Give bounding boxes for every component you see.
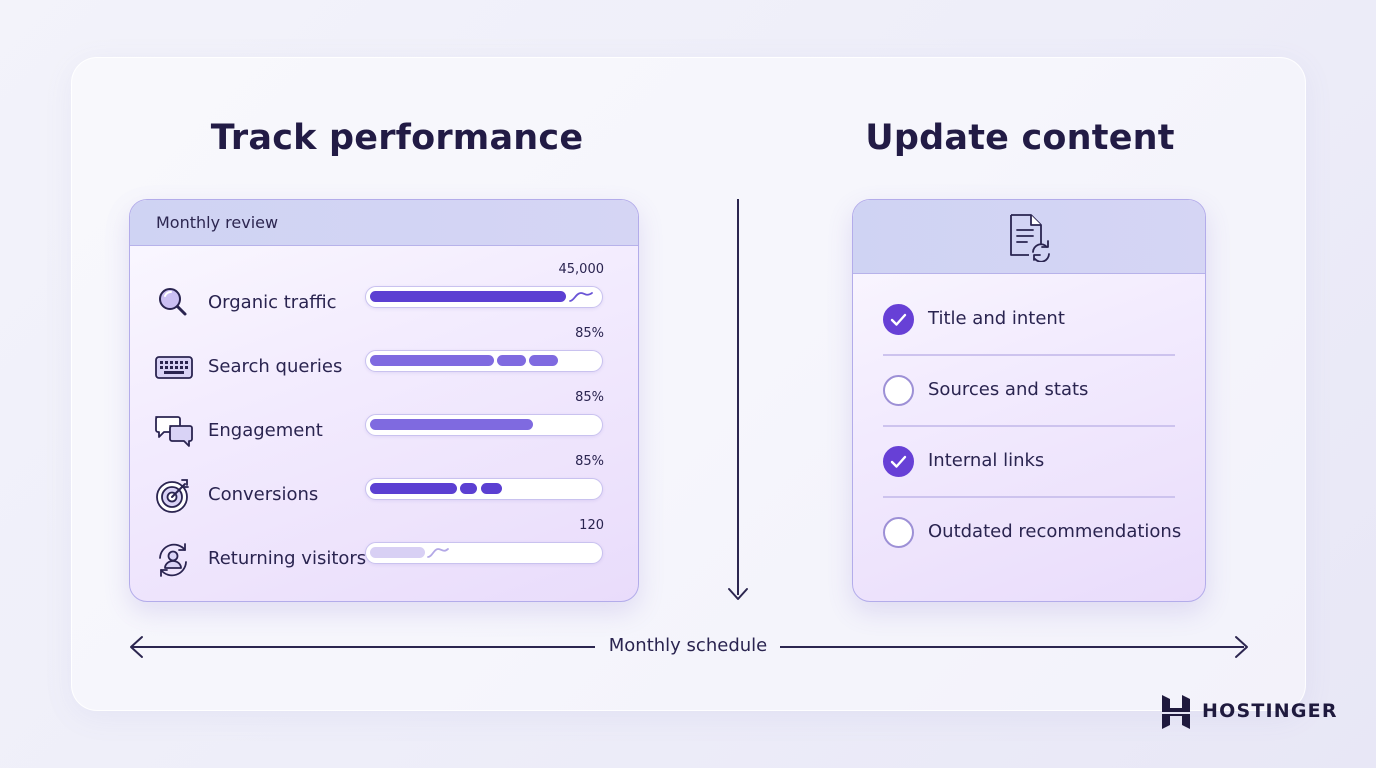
metric-label: Conversions (208, 484, 319, 505)
returning-user-icon (154, 540, 194, 580)
trend-squiggle-icon (569, 292, 593, 302)
update-content-title: Update content (865, 118, 1175, 158)
checklist-label: Internal links (928, 450, 1045, 471)
arrow-right-icon (1235, 636, 1248, 658)
metric-bar (365, 414, 603, 436)
timeline-label: Monthly schedule (608, 635, 768, 656)
timeline-line-left (132, 646, 595, 648)
update-content-card: Title and intent Sources and stats Inter… (852, 199, 1206, 602)
metric-value: 85% (575, 454, 604, 469)
checklist-item-outdated-recommendations[interactable]: Outdated recommendations (883, 517, 1181, 588)
divider (883, 425, 1175, 427)
metric-bar (365, 542, 603, 564)
bar-fill (370, 419, 533, 430)
arrow-left-icon (130, 636, 143, 658)
checklist-item-internal-links[interactable]: Internal links (883, 446, 1175, 517)
metric-value: 120 (579, 518, 604, 533)
checklist-label: Outdated recommendations (928, 521, 1182, 542)
divider (883, 496, 1175, 498)
keyboard-icon (154, 348, 194, 388)
hostinger-logo-icon (1162, 695, 1190, 729)
bar-fill-segment (481, 483, 502, 494)
bar-fill (370, 483, 457, 494)
checklist-label: Title and intent (928, 308, 1065, 329)
document-refresh-icon (1010, 214, 1050, 262)
checklist-item-sources-and-stats[interactable]: Sources and stats (883, 375, 1175, 446)
metric-label: Engagement (208, 420, 323, 441)
metric-engagement: 85% Engagement (130, 390, 638, 476)
metric-organic-traffic: 45,000 Organic traffic (130, 262, 638, 348)
checked-circle-icon[interactable] (883, 304, 914, 335)
trend-squiggle-icon (427, 548, 449, 558)
hostinger-logo: HOSTINGER (1160, 694, 1340, 730)
checklist-item-title-and-intent[interactable]: Title and intent (883, 304, 1175, 375)
bar-fill-segment (529, 355, 558, 366)
metric-value: 85% (575, 326, 604, 341)
bar-fill-segment (460, 483, 477, 494)
metric-bar (365, 350, 603, 372)
metric-bar (365, 478, 603, 500)
brand-name: HOSTINGER (1202, 700, 1338, 722)
metric-returning-visitors: 120 Returning visitors (130, 518, 638, 601)
magnifier-icon (154, 284, 194, 324)
divider (883, 354, 1175, 356)
checked-circle-icon[interactable] (883, 446, 914, 477)
vertical-divider-arrow (737, 199, 739, 595)
monthly-review-header: Monthly review (130, 200, 638, 246)
update-content-header (853, 200, 1205, 274)
metric-bar (365, 286, 603, 308)
metric-conversions: 85% Conversions (130, 454, 638, 540)
metric-search-queries: 85% Search queries (130, 326, 638, 412)
bar-fill (370, 291, 566, 302)
arrow-down-icon (728, 588, 748, 600)
metric-label: Organic traffic (208, 292, 337, 313)
unchecked-circle-icon[interactable] (883, 375, 914, 406)
checklist-label: Sources and stats (928, 379, 1089, 400)
bar-fill-segment (497, 355, 526, 366)
monthly-review-card: Monthly review 45,000 Organic traffic 85… (129, 199, 639, 602)
track-performance-title: Track performance (210, 118, 584, 158)
metric-value: 45,000 (558, 262, 605, 277)
unchecked-circle-icon[interactable] (883, 517, 914, 548)
bar-fill (370, 355, 494, 366)
target-icon (154, 476, 194, 516)
metric-value: 85% (575, 390, 604, 405)
chat-bubbles-icon (154, 412, 194, 452)
metric-label: Search queries (208, 356, 343, 377)
timeline-line-right (780, 646, 1244, 648)
metric-label: Returning visitors (208, 548, 367, 569)
bar-fill (370, 547, 425, 558)
